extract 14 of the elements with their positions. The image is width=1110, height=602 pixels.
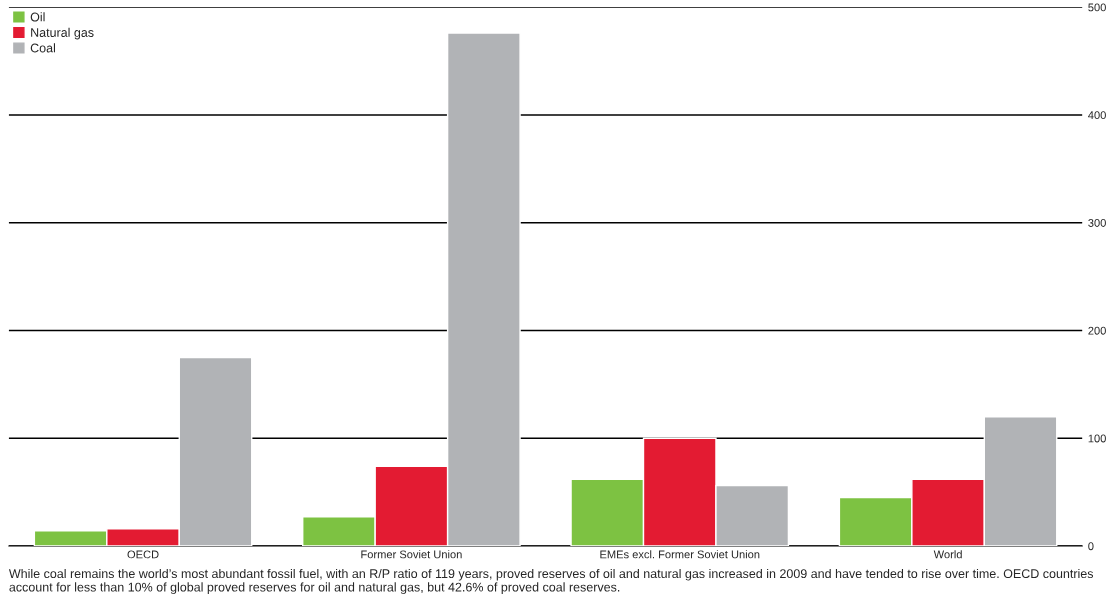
- legend-label: Natural gas: [31, 27, 94, 40]
- legend-label: Coal: [30, 43, 55, 53]
- y-tick-label: 500: [1088, 3, 1106, 12]
- x-tick-label: Former Soviet Union: [361, 550, 462, 559]
- x-tick-label: OECD: [127, 550, 159, 559]
- legend-label: Oil: [30, 12, 45, 22]
- y-tick-label: 0: [1088, 542, 1094, 551]
- y-tick-label: 200: [1088, 326, 1106, 335]
- x-tick-label: EMEs excl. Former Soviet Union: [600, 550, 760, 559]
- text: While coal remains the world’s most abundant fossil fuel, with an R/P ratio of 119 years, proved reserves of oil and natural gas increased in 2009 and have tended to rise over time. OECD countries account for less than 10% of global proved reserves for oil and natural gas, but 42.6% of proved coal reserves.: [8, 568, 1094, 595]
- y-tick-label: 300: [1088, 219, 1106, 227]
- y-tick-label: 400: [1088, 111, 1106, 120]
- x-tick-label: World: [933, 550, 962, 559]
- y-tick-label: 100: [1088, 434, 1106, 443]
